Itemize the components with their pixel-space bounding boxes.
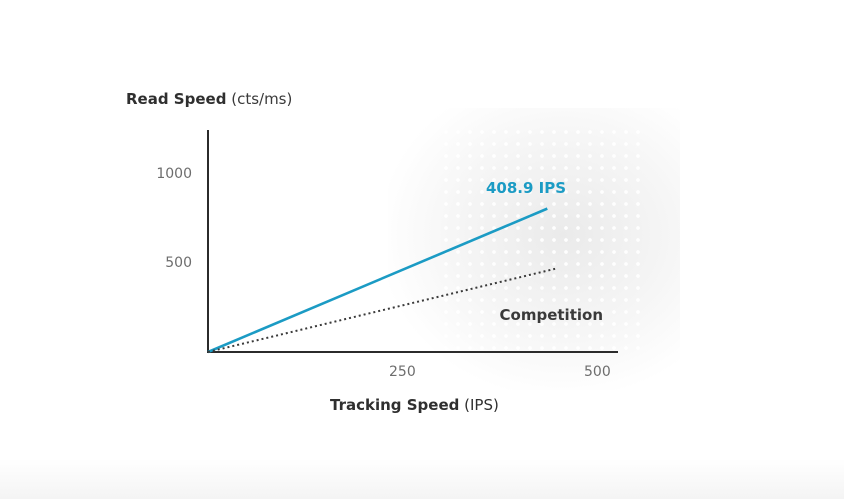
y-axis-title: Read Speed (cts/ms) (126, 90, 292, 108)
y-axis-title-main: Read Speed (126, 90, 227, 108)
y-tick-label-500: 500 (165, 254, 192, 271)
series-line-408-9-ips (207, 207, 548, 354)
series-label-competition: Competition (500, 306, 603, 324)
x-axis-title-unit: (IPS) (464, 396, 499, 414)
x-axis-title-main: Tracking Speed (330, 396, 460, 414)
y-axis-title-unit: (cts/ms) (231, 90, 293, 108)
y-tick-label-1000: 1000 (156, 166, 192, 182)
x-tick-label-500: 500 (584, 364, 611, 380)
x-axis-title: Tracking Speed (IPS) (330, 396, 499, 414)
x-tick-label-250: 250 (389, 364, 416, 380)
series-label-408-9-ips: 408.9 IPS (486, 179, 566, 197)
